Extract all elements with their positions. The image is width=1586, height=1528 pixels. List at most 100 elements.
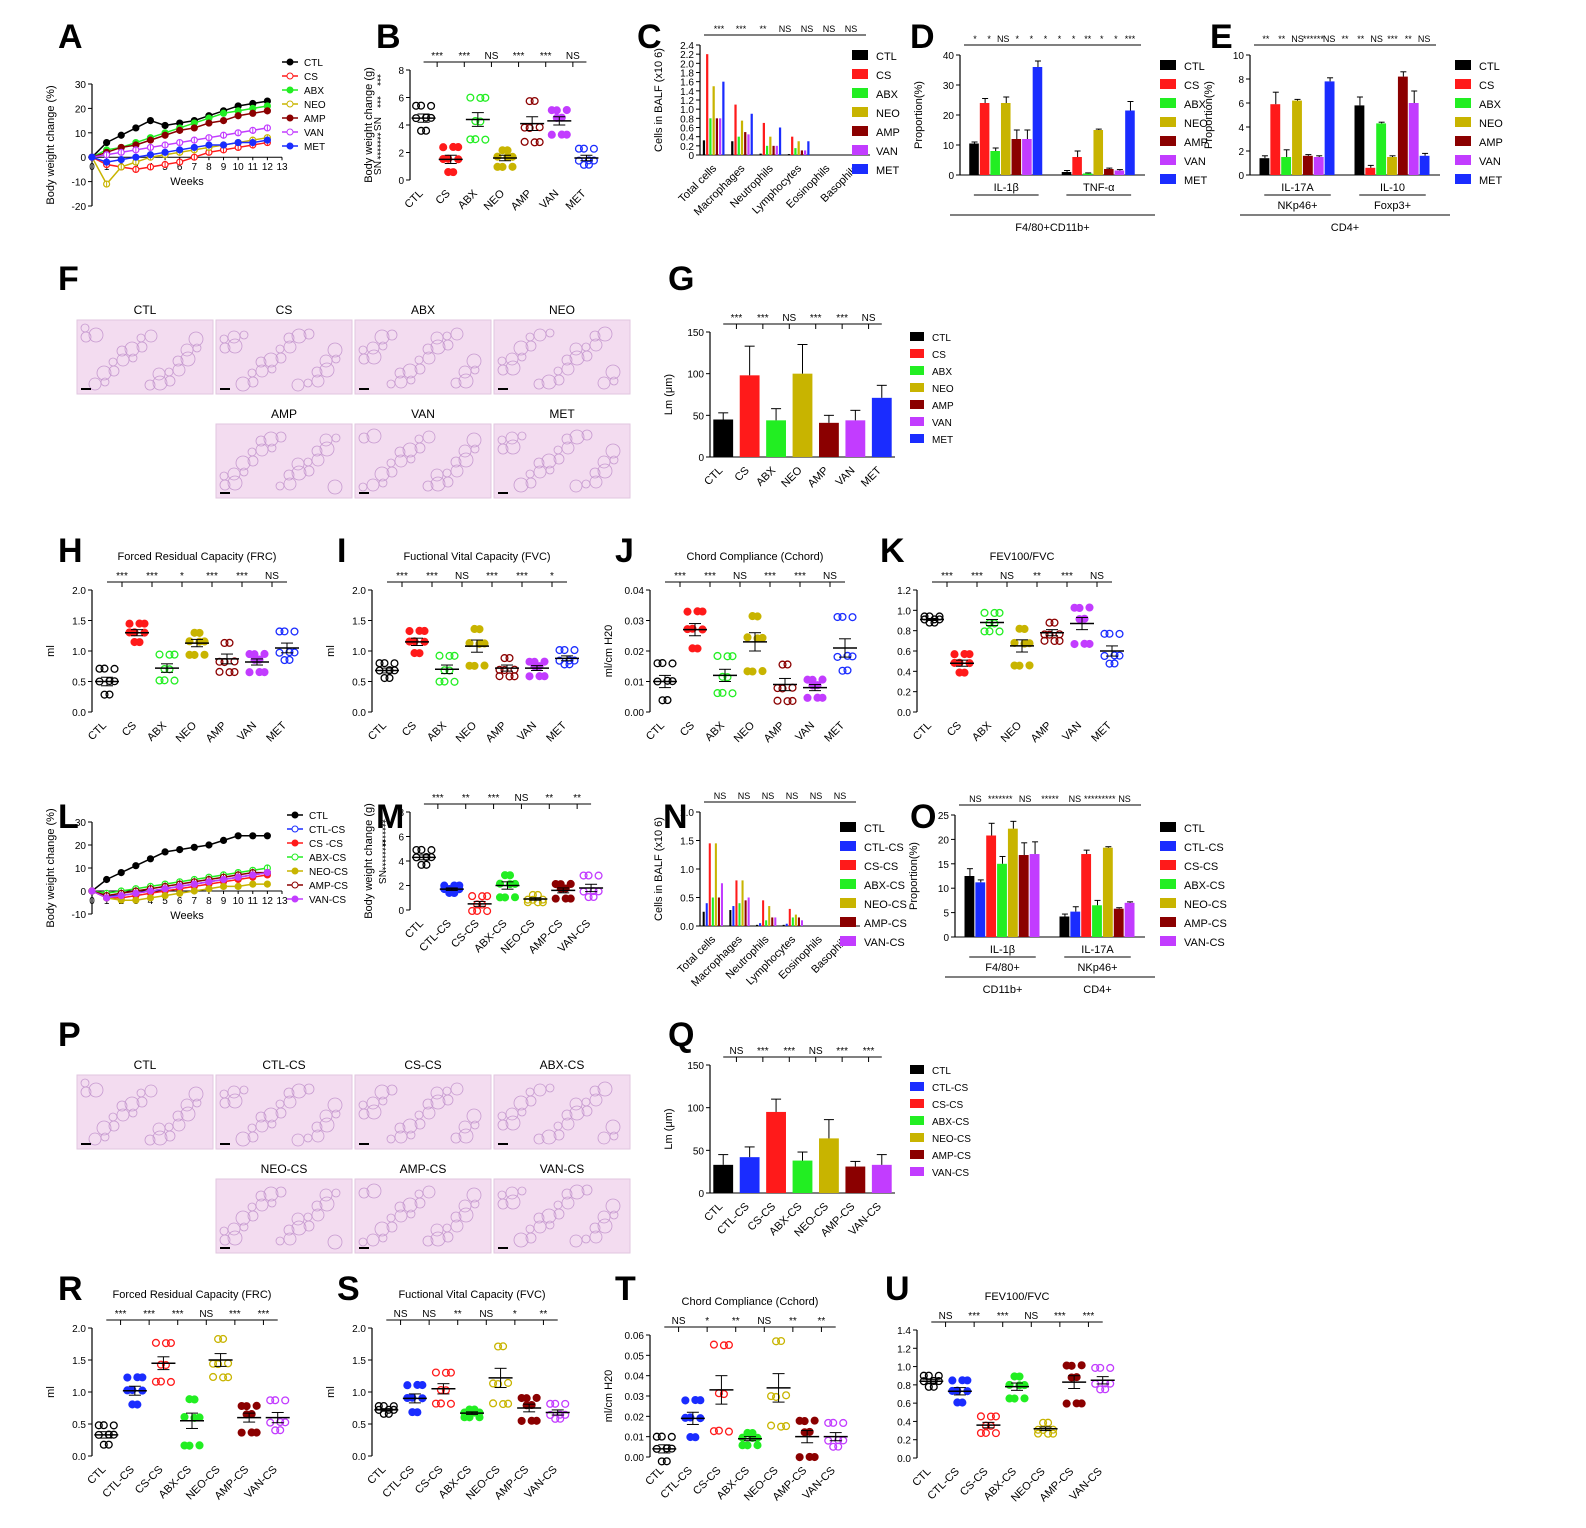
significance-label: *** — [764, 571, 776, 582]
data-point — [510, 893, 520, 902]
data-point — [185, 1395, 194, 1404]
histology-label: CTL-CS — [262, 1058, 305, 1072]
legend-label: CTL — [876, 51, 897, 63]
y-tick-label: 2.0 — [72, 586, 86, 597]
y-tick-label: 0.2 — [897, 1436, 911, 1447]
significance-label: * — [180, 571, 184, 582]
data-point — [728, 689, 737, 698]
tissue-alveolus — [239, 1085, 249, 1095]
x-tick-label: CTL — [366, 720, 389, 743]
data-point — [1110, 651, 1119, 660]
tissue-alveolus — [144, 1084, 158, 1098]
data-point — [260, 649, 269, 659]
data-point — [390, 659, 399, 668]
significance-label: *** — [836, 313, 848, 324]
x-tick-label: ABX — [425, 719, 450, 744]
data-point — [493, 152, 502, 161]
legend-label: ABX-CS — [309, 853, 347, 864]
y-axis-label: Lm (μm) — [663, 374, 675, 415]
tissue-alveolus — [319, 354, 333, 368]
data-point — [584, 871, 593, 880]
data-point — [505, 672, 514, 681]
tissue-alveolus — [327, 1097, 343, 1113]
panel-letter-a: A — [58, 18, 83, 56]
significance-label: NS — [1418, 34, 1431, 44]
data-point — [772, 1337, 781, 1346]
significance-label: * — [1058, 34, 1062, 44]
tissue-alveolus — [378, 341, 388, 351]
data-point — [525, 123, 534, 133]
data-point — [955, 668, 964, 677]
y-tick-label: 1.0 — [680, 105, 694, 116]
x-tick-label: 13 — [276, 162, 288, 173]
legend-swatch — [1455, 174, 1471, 184]
y-tick-label: 2 — [398, 149, 404, 160]
significance-label: NS — [834, 791, 847, 801]
y-tick-label: 0.6 — [897, 1399, 911, 1410]
data-point — [1101, 1385, 1110, 1394]
y-tick-label: 150 — [687, 1061, 704, 1072]
bar — [1082, 173, 1093, 175]
data-point — [237, 1428, 246, 1437]
tissue-alveolus — [609, 1210, 619, 1220]
significance-label: NS — [810, 791, 823, 801]
data-point — [439, 143, 448, 152]
y-tick-label: 2 — [1238, 147, 1244, 158]
histology-label: AMP — [271, 407, 297, 421]
x-tick-label: NEO — [174, 719, 200, 745]
tissue-alveolus — [394, 375, 408, 389]
x-tick-label: ABX — [703, 719, 728, 744]
tissue-alveolus — [406, 1130, 416, 1140]
tissue-alveolus — [319, 1117, 335, 1133]
significance-label: *** — [810, 313, 822, 324]
y-tick-label: 0.00 — [625, 1453, 645, 1464]
data-point — [657, 1457, 666, 1466]
significance-label: NS — [738, 791, 751, 801]
bar — [791, 917, 794, 926]
x-tick-label: CS — [678, 720, 697, 739]
tissue-alveolus — [561, 1188, 573, 1200]
histology-label: AMP-CS — [400, 1162, 447, 1176]
tissue-alveolus — [227, 475, 243, 491]
data-point — [948, 1376, 957, 1385]
data-point — [495, 893, 505, 902]
legend-swatch — [910, 1133, 924, 1142]
data-point — [990, 608, 999, 618]
tissue-alveolus — [545, 1083, 555, 1093]
x-tick-label: AMP — [484, 720, 509, 745]
bar — [1124, 902, 1135, 937]
x-tick-label: CTL — [403, 188, 426, 211]
y-tick-label: 150 — [687, 328, 704, 339]
data-point — [1105, 629, 1114, 638]
significance-label: NS — [845, 24, 858, 34]
y-tick-label: 1.5 — [352, 617, 366, 628]
tissue-alveolus — [96, 1120, 112, 1136]
tissue-alveolus — [450, 1082, 464, 1096]
data-point — [594, 871, 603, 880]
bar — [702, 140, 706, 155]
bar — [1011, 139, 1022, 175]
data-point — [1020, 1394, 1029, 1403]
bar — [1387, 157, 1397, 175]
y-tick-label: 10 — [943, 141, 955, 152]
data-point — [422, 860, 431, 869]
legend-label: VAN-CS — [864, 937, 905, 949]
legend-label: CS — [1479, 80, 1494, 92]
bar — [1281, 157, 1292, 175]
tissue-alveolus — [609, 1131, 619, 1141]
tissue-alveolus — [561, 441, 575, 455]
significance-label: NS — [1000, 571, 1014, 582]
data-point — [551, 1399, 560, 1408]
data-point — [155, 676, 164, 685]
legend-label: CS — [304, 72, 318, 83]
data-point — [436, 1385, 445, 1395]
significance-label: *** — [432, 793, 444, 804]
tissue-alveolus — [172, 1110, 184, 1122]
x-tick-label: CTL-CS — [925, 1466, 962, 1503]
data-point — [415, 626, 424, 635]
tissue-alveolus — [430, 1086, 444, 1100]
data-point — [824, 1418, 833, 1427]
tissue-alveolus — [517, 352, 527, 362]
data-point — [713, 651, 722, 661]
y-tick-label: 0.8 — [897, 1381, 911, 1392]
